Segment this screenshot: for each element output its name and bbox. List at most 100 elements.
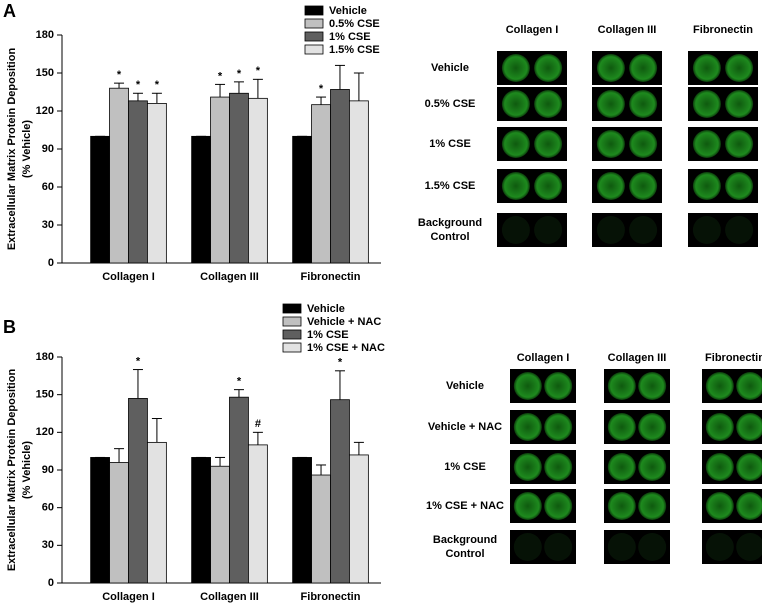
well [629, 90, 658, 118]
row-label: 1% CSE + NAC [426, 500, 504, 512]
bar [229, 396, 249, 584]
bar [330, 399, 350, 584]
y-tick-label: 0 [48, 257, 54, 269]
well [705, 533, 734, 561]
bar [210, 465, 230, 584]
legend-label: Vehicle [307, 303, 345, 315]
legend-label: Vehicle [329, 5, 367, 17]
column-header: Fibronectin [705, 352, 762, 364]
legend-label: 1% CSE + NAC [307, 342, 385, 354]
bar [248, 444, 268, 584]
well [692, 90, 721, 118]
row-label: 0.5% CSE [424, 98, 476, 110]
legend-label: 1% CSE [307, 329, 349, 341]
well [705, 413, 734, 441]
y-axis-label: Extracellular Matrix Protein Deposition [6, 48, 18, 251]
well [544, 533, 573, 561]
bar [109, 462, 129, 584]
legend-swatch [282, 342, 302, 353]
bar [147, 103, 167, 264]
well [705, 492, 734, 520]
y-tick-label: 180 [36, 29, 54, 41]
well [607, 453, 636, 481]
significance-marker: * [136, 355, 141, 367]
y-tick-label: 120 [36, 105, 54, 117]
x-tick-label: Collagen I [102, 271, 155, 283]
well [596, 172, 625, 200]
well [596, 216, 625, 244]
bar [292, 457, 312, 584]
x-tick-label: Collagen III [200, 591, 259, 603]
well [513, 413, 542, 441]
bar [191, 457, 211, 584]
significance-marker: * [136, 79, 141, 91]
significance-marker: # [255, 418, 261, 430]
legend-swatch [282, 329, 302, 340]
bar [210, 96, 230, 264]
well [736, 413, 762, 441]
y-tick-label: 60 [42, 181, 54, 193]
well [534, 216, 563, 244]
well [534, 54, 563, 82]
x-tick-label: Fibronectin [301, 271, 361, 283]
well [705, 372, 734, 400]
well [534, 172, 563, 200]
well [736, 453, 762, 481]
bar [349, 100, 369, 264]
bar [311, 474, 331, 584]
significance-marker: * [319, 83, 324, 95]
y-tick-label: 150 [36, 389, 54, 401]
significance-marker: * [256, 65, 261, 77]
bar [109, 87, 129, 264]
well [705, 453, 734, 481]
well [544, 492, 573, 520]
well [607, 372, 636, 400]
bar [128, 398, 148, 584]
well [725, 216, 754, 244]
row-label: Vehicle [431, 62, 469, 74]
well [607, 492, 636, 520]
bar [128, 100, 148, 264]
column-header: Collagen III [598, 24, 657, 36]
bar [191, 135, 211, 264]
column-header: Collagen III [608, 352, 667, 364]
y-axis-label: (% Vehicle) [21, 120, 33, 178]
well [544, 413, 573, 441]
well [607, 533, 636, 561]
bar [147, 441, 167, 584]
legend-swatch [282, 316, 302, 327]
well [692, 172, 721, 200]
well [638, 492, 667, 520]
panel-label: A [3, 1, 16, 21]
significance-marker: * [218, 70, 223, 82]
y-tick-label: 180 [36, 351, 54, 363]
column-header: Fibronectin [693, 24, 753, 36]
row-label: Vehicle [446, 380, 484, 392]
well [736, 533, 762, 561]
y-tick-label: 0 [48, 577, 54, 589]
well [596, 130, 625, 158]
bar [349, 454, 369, 584]
y-tick-label: 150 [36, 67, 54, 79]
well [501, 172, 530, 200]
row-label: 1% CSE [429, 138, 471, 150]
bar [229, 92, 249, 264]
well [513, 453, 542, 481]
well [513, 492, 542, 520]
x-tick-label: Collagen III [200, 271, 259, 283]
well [629, 172, 658, 200]
x-tick-label: Collagen I [102, 591, 155, 603]
well [638, 413, 667, 441]
y-tick-label: 120 [36, 426, 54, 438]
y-tick-label: 90 [42, 464, 54, 476]
well [725, 130, 754, 158]
well [501, 216, 530, 244]
y-tick-label: 60 [42, 502, 54, 514]
legend-swatch [304, 31, 324, 42]
well [513, 533, 542, 561]
significance-marker: * [155, 79, 160, 91]
legend-swatch [304, 5, 324, 16]
bar [248, 97, 268, 264]
